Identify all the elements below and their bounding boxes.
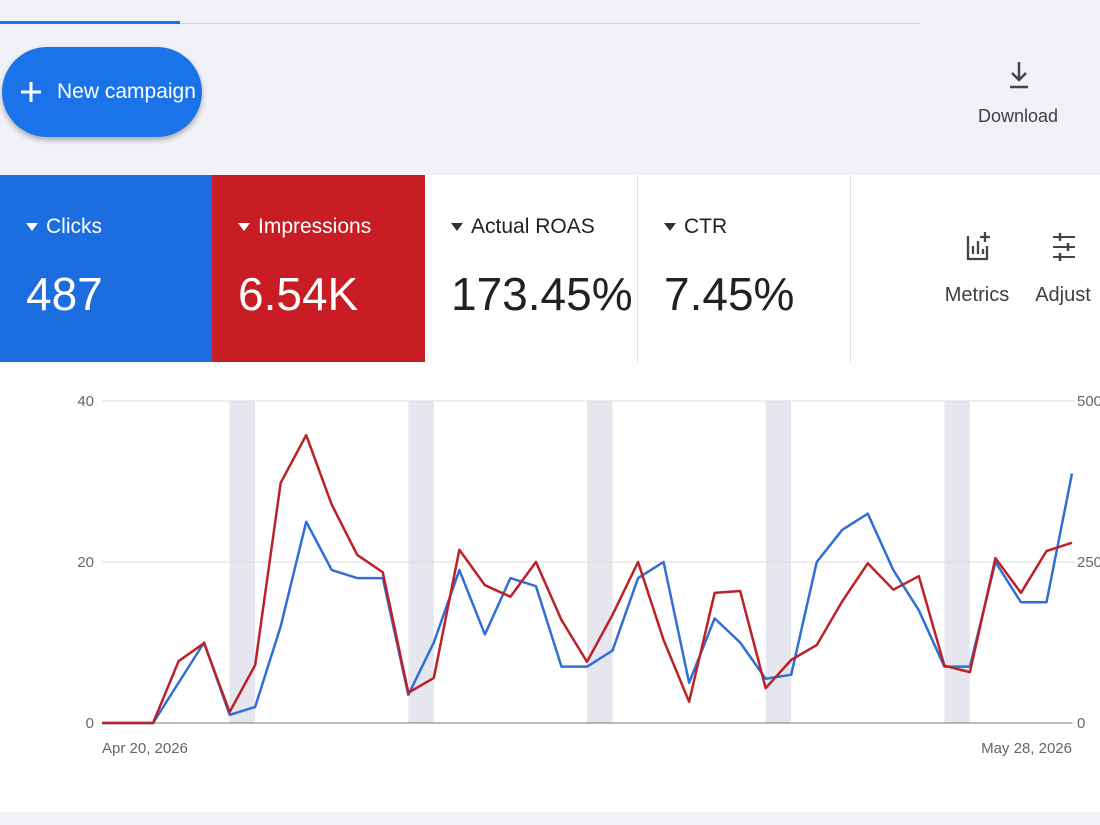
new-campaign-button[interactable]: New campaign: [2, 47, 202, 137]
scorecard-value: 173.45%: [451, 268, 633, 320]
download-icon: [1010, 62, 1028, 89]
plus-icon: [21, 82, 41, 102]
scorecard[interactable]: CTR 7.45%: [638, 175, 851, 362]
download-button[interactable]: Download: [978, 58, 1058, 133]
scorecard-value: 487: [26, 268, 103, 320]
dropdown-icon: [451, 223, 463, 231]
label-text: Impressions: [258, 215, 372, 238]
y-tick-label: 0: [86, 715, 94, 732]
scorecard-label: Actual ROAS: [451, 215, 595, 239]
y-tick-label: 40: [77, 393, 94, 410]
y2-tick-label: 250: [1077, 554, 1100, 571]
active-tab-indicator: [0, 21, 180, 24]
y-tick-label: 20: [77, 554, 94, 571]
scorecard-value: 6.54K: [238, 268, 359, 320]
scorecard[interactable]: Impressions 6.54K: [212, 175, 425, 362]
x-tick-label: Apr 20, 2026: [102, 740, 188, 757]
tools-panel: Metrics Adjust: [851, 175, 1100, 362]
tab-divider: [180, 23, 920, 24]
series-line: [102, 433, 1073, 725]
dropdown-icon: [26, 223, 38, 231]
label-text: Actual ROAS: [471, 215, 595, 238]
metrics-button[interactable]: Metrics: [937, 230, 1017, 310]
x-tick-label: May 28, 2026: [981, 740, 1072, 757]
scorecard[interactable]: Clicks 487: [0, 175, 213, 362]
y2-tick-label: 0: [1077, 715, 1085, 732]
adjust-label: Adjust: [1035, 284, 1091, 306]
scorecard-label: CTR: [664, 215, 727, 239]
scorecard-label: Clicks: [26, 215, 102, 239]
scorecard-value: 7.45%: [664, 268, 795, 320]
chart: 0 20 40 0 250 500 Apr 20, 2026 May 28, 2026: [0, 362, 1100, 812]
adjust-button[interactable]: Adjust: [1023, 230, 1100, 310]
download-label: Download: [978, 106, 1059, 126]
metrics-icon: [966, 232, 990, 261]
y2-tick-label: 500: [1077, 393, 1100, 410]
scorecard-label: Impressions: [238, 215, 371, 239]
dropdown-icon: [238, 223, 250, 231]
label-text: CTR: [684, 215, 728, 238]
button-label: New campaign: [57, 80, 196, 103]
series-line: [102, 473, 1074, 725]
label-text: Clicks: [46, 215, 102, 238]
dropdown-icon: [664, 223, 676, 231]
metrics-label: Metrics: [944, 284, 1010, 306]
adjust-icon: [1053, 233, 1075, 261]
scorecard[interactable]: Actual ROAS 173.45%: [425, 175, 638, 362]
